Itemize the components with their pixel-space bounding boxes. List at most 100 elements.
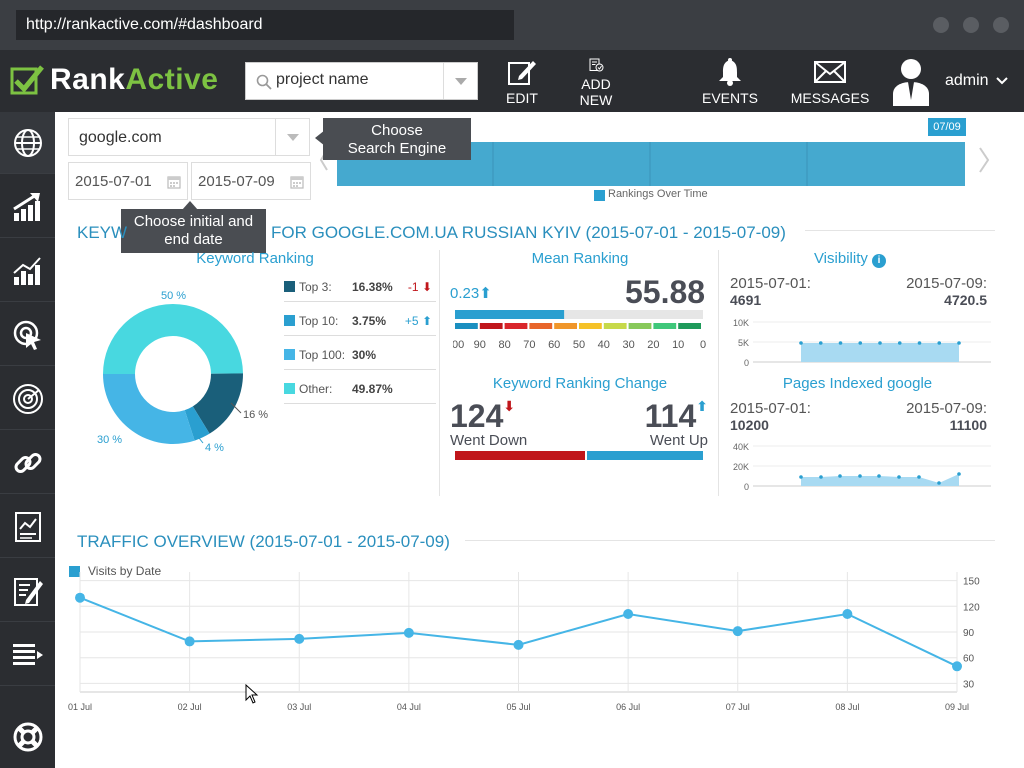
went-down-bar bbox=[455, 451, 585, 460]
sidebar-item-growth[interactable] bbox=[0, 176, 55, 238]
x-tick-label: 08 Jul bbox=[835, 702, 859, 712]
traffic-line-chart: 150 120 90 60 30 01 Jul 02 Jul 03 Jul 04 Jul 05 … bbox=[68, 572, 980, 712]
edit-icon bbox=[508, 61, 536, 85]
chevron-right-icon[interactable] bbox=[979, 147, 990, 173]
traffic-legend-text: Visits by Date bbox=[88, 564, 162, 578]
add-new-button[interactable]: ADD NEW bbox=[563, 58, 629, 108]
sidebar-item-help[interactable] bbox=[0, 706, 55, 768]
traffic-point[interactable] bbox=[623, 609, 634, 619]
ranking-row-label: Top 100: bbox=[299, 347, 346, 362]
events-label: EVENTS bbox=[702, 90, 759, 106]
traffic-point[interactable] bbox=[732, 626, 743, 637]
search-engine-dropdown-toggle[interactable] bbox=[275, 119, 309, 155]
keywords-title-left: KEYW bbox=[77, 223, 128, 242]
x-tick-label: 09 Jul bbox=[945, 702, 969, 712]
edit-label: EDIT bbox=[506, 90, 538, 106]
pages-start-value: 10200 bbox=[730, 417, 769, 433]
messages-button[interactable]: MESSAGES bbox=[791, 58, 869, 108]
scale-tick-label: 60 bbox=[548, 339, 560, 351]
went-down-value: 124⬇ bbox=[450, 398, 515, 435]
traffic-point[interactable] bbox=[75, 592, 85, 603]
visibility-title: Visibility i bbox=[800, 250, 900, 268]
sidebar-item-rankings[interactable] bbox=[0, 240, 55, 302]
list-menu-icon bbox=[12, 643, 43, 665]
logo-checkmark-icon bbox=[10, 65, 44, 95]
events-button[interactable]: EVENTS bbox=[702, 58, 759, 108]
x-tick-label: 05 Jul bbox=[506, 702, 530, 712]
calendar-icon[interactable] bbox=[167, 175, 181, 189]
traffic-point[interactable] bbox=[403, 627, 414, 638]
window-dot-3[interactable] bbox=[993, 17, 1009, 33]
sidebar-item-notes[interactable] bbox=[0, 560, 55, 622]
edit-document-icon bbox=[13, 577, 43, 606]
slice-label-top3: 16 % bbox=[243, 409, 268, 421]
growth-arrow-icon bbox=[12, 192, 40, 221]
edit-button[interactable]: EDIT bbox=[503, 58, 541, 108]
user-name: admin bbox=[945, 72, 989, 89]
arrow-up-icon: ⬆ bbox=[421, 313, 432, 328]
ranking-row-top100: Top 100: 30% bbox=[284, 340, 436, 370]
slice-label-top100: 30 % bbox=[97, 434, 122, 446]
mean-ranking-progress bbox=[455, 310, 565, 319]
ranking-row-label: Top 10: bbox=[299, 313, 339, 328]
svg-text:20K: 20K bbox=[733, 462, 749, 472]
scale-tick-label: 50 bbox=[573, 339, 585, 351]
pages-indexed-sparkline: 40K 20K 0 bbox=[733, 442, 991, 492]
donut-slice-top100 bbox=[103, 374, 195, 444]
traffic-point[interactable] bbox=[952, 661, 962, 672]
project-search[interactable] bbox=[245, 62, 478, 100]
window-dot-2[interactable] bbox=[963, 17, 979, 33]
logo[interactable]: RankActive bbox=[10, 62, 218, 98]
project-dropdown-toggle[interactable] bbox=[443, 63, 477, 99]
ranking-change-text: +5 bbox=[404, 313, 419, 328]
svg-text:10K: 10K bbox=[733, 318, 749, 328]
start-date-field[interactable]: 2015-07-01 bbox=[68, 162, 188, 200]
visibility-sparkline: 10K 5K 0 bbox=[733, 318, 991, 368]
window-dot-1[interactable] bbox=[933, 17, 949, 33]
sidebar-item-competitors[interactable] bbox=[0, 304, 55, 366]
ranking-change-text: -1 bbox=[407, 279, 419, 294]
scale-segment bbox=[678, 323, 701, 329]
report-icon bbox=[14, 511, 41, 542]
pages-end-label: 2015-07-09: bbox=[906, 400, 987, 417]
scale-segment bbox=[579, 323, 602, 329]
arrow-up-icon: ⬆ bbox=[479, 285, 492, 302]
user-menu[interactable]: admin bbox=[893, 54, 1009, 108]
bar-chart-icon bbox=[12, 256, 41, 285]
scale-tick-label: 40 bbox=[598, 339, 610, 351]
traffic-point[interactable] bbox=[184, 636, 195, 647]
scale-segment bbox=[504, 323, 528, 329]
y-tick-label: 120 bbox=[963, 602, 980, 613]
calendar-icon[interactable] bbox=[290, 175, 304, 189]
url-bar[interactable]: http://rankactive.com/#dashboard bbox=[16, 10, 514, 40]
scale-tick-label: 20 bbox=[647, 339, 659, 351]
visibility-end-label: 2015-07-09: bbox=[906, 275, 987, 292]
info-icon[interactable]: i bbox=[872, 254, 887, 268]
sidebar-item-monitoring[interactable] bbox=[0, 368, 55, 430]
sidebar-item-backlinks[interactable] bbox=[0, 432, 55, 494]
traffic-point[interactable] bbox=[513, 639, 524, 650]
ranking-row-change: -1 ⬇ bbox=[408, 280, 432, 294]
y-tick-label: 90 bbox=[963, 628, 975, 639]
project-search-input[interactable] bbox=[276, 71, 436, 89]
ranking-row-label: Other: bbox=[299, 381, 333, 396]
search-engine-select[interactable]: google.com bbox=[68, 118, 310, 156]
svg-text:0: 0 bbox=[744, 358, 749, 368]
logo-rank: Rank bbox=[50, 63, 126, 96]
scale-tick-label: 100 bbox=[453, 339, 464, 351]
went-down-label: Went Down bbox=[450, 432, 528, 449]
sidebar-item-reports[interactable] bbox=[0, 496, 55, 558]
avatar bbox=[893, 59, 929, 106]
target-cursor-icon bbox=[13, 320, 41, 350]
visibility-point bbox=[838, 341, 843, 345]
sidebar-item-list[interactable] bbox=[0, 624, 55, 686]
mean-ranking-change: 0.23⬆ bbox=[450, 284, 492, 302]
sidebar-item-overview[interactable] bbox=[0, 112, 55, 174]
traffic-point[interactable] bbox=[842, 609, 853, 619]
end-date-field[interactable]: 2015-07-09 bbox=[191, 162, 311, 200]
add-new-label: ADD NEW bbox=[579, 76, 613, 108]
chevron-down-icon bbox=[995, 77, 1008, 85]
ranking-row-value: 49.87% bbox=[352, 381, 393, 396]
traffic-point[interactable] bbox=[294, 633, 305, 644]
logo-active: Active bbox=[125, 63, 219, 96]
